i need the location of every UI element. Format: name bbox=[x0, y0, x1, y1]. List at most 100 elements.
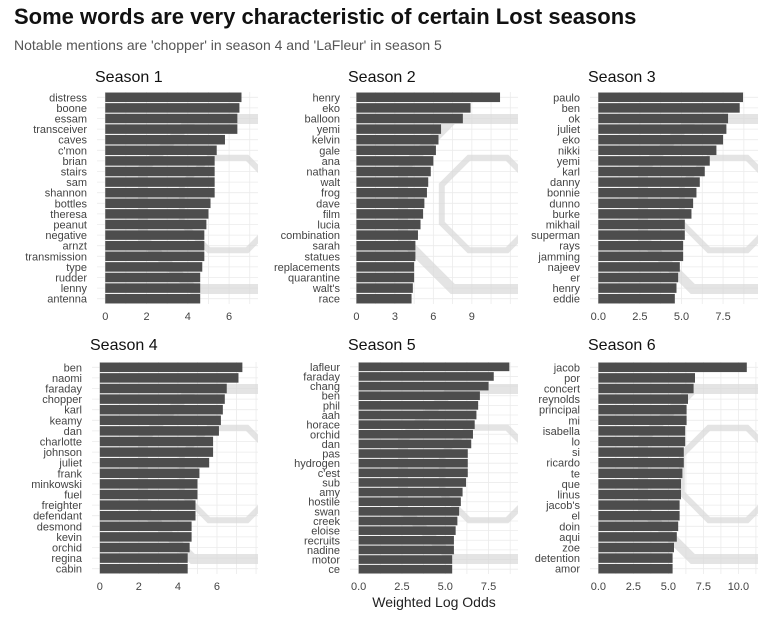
bar bbox=[99, 521, 192, 532]
category-label: brian bbox=[63, 156, 87, 168]
x-tick-label: 2 bbox=[143, 311, 149, 323]
bar bbox=[105, 124, 238, 134]
category-label: linus bbox=[557, 490, 580, 502]
bar bbox=[356, 145, 436, 156]
category-label: yemi bbox=[557, 156, 580, 168]
category-label: danny bbox=[550, 177, 580, 189]
bar bbox=[356, 124, 442, 134]
category-label: naomi bbox=[52, 373, 82, 385]
category-label: reynolds bbox=[538, 394, 580, 406]
bar bbox=[598, 251, 684, 262]
category-label: charlotte bbox=[40, 437, 82, 449]
bar bbox=[598, 373, 695, 383]
bar bbox=[358, 410, 477, 420]
category-label: jacob's bbox=[545, 500, 580, 512]
bar bbox=[358, 497, 461, 507]
category-label: detention bbox=[535, 553, 580, 565]
x-tick-label: 7.5 bbox=[715, 311, 730, 323]
category-label: bottles bbox=[55, 198, 88, 210]
bar bbox=[598, 510, 680, 521]
category-label: chopper bbox=[42, 394, 82, 406]
category-label: henry bbox=[312, 92, 340, 104]
bar bbox=[105, 293, 201, 304]
category-label: transceiver bbox=[33, 124, 87, 136]
category-label: kevin bbox=[56, 532, 82, 544]
category-label: replacements bbox=[274, 262, 341, 274]
bar bbox=[99, 532, 192, 542]
x-tick-label: 5.0 bbox=[438, 581, 453, 593]
category-label: nadine bbox=[307, 545, 340, 557]
bar bbox=[598, 103, 740, 113]
bar bbox=[598, 383, 694, 394]
panel-title: Season 4 bbox=[90, 337, 158, 354]
bar bbox=[358, 420, 475, 429]
category-label: zoe bbox=[562, 543, 580, 555]
bar bbox=[598, 404, 687, 415]
bar bbox=[358, 526, 456, 535]
category-label: antenna bbox=[47, 294, 88, 306]
bar bbox=[356, 134, 439, 145]
bar bbox=[356, 262, 415, 272]
category-label: distress bbox=[49, 92, 87, 104]
category-label: desmond bbox=[37, 521, 82, 533]
category-label: orchid bbox=[310, 429, 340, 441]
category-label: faraday bbox=[45, 384, 82, 396]
category-label: burke bbox=[552, 209, 580, 221]
bar bbox=[598, 124, 727, 134]
x-tick-label: 6 bbox=[226, 311, 232, 323]
bar bbox=[99, 373, 239, 383]
category-label: jamming bbox=[537, 251, 580, 263]
bar bbox=[358, 401, 479, 410]
category-label: peanut bbox=[53, 220, 87, 232]
category-label: principal bbox=[539, 405, 580, 417]
bar bbox=[99, 426, 219, 436]
bar bbox=[358, 449, 468, 458]
bar bbox=[598, 426, 686, 436]
x-tick-label: 0 bbox=[353, 311, 359, 323]
bar bbox=[356, 103, 471, 113]
bar bbox=[99, 553, 188, 563]
category-label: sub bbox=[322, 477, 340, 489]
category-label: quarantine bbox=[288, 273, 340, 285]
bar bbox=[356, 283, 413, 293]
bar bbox=[598, 166, 705, 177]
bar bbox=[99, 404, 223, 415]
watermark-inner-octagon bbox=[438, 154, 518, 254]
category-label: dave bbox=[316, 198, 340, 210]
category-label: que bbox=[562, 479, 580, 491]
bar bbox=[598, 156, 710, 166]
category-label: fuel bbox=[64, 490, 82, 502]
category-label: juliet bbox=[556, 124, 580, 136]
bar bbox=[105, 209, 209, 219]
x-tick-label: 3 bbox=[392, 311, 398, 323]
bar bbox=[356, 230, 418, 240]
category-label: frank bbox=[58, 468, 83, 480]
bar bbox=[358, 564, 453, 574]
chart-subtitle: Notable mentions are 'chopper' in season… bbox=[14, 37, 442, 53]
bar bbox=[356, 272, 415, 283]
category-label: isabella bbox=[543, 426, 581, 438]
bar bbox=[356, 187, 427, 198]
category-label: ben bbox=[322, 391, 340, 403]
bar bbox=[358, 439, 472, 449]
bar bbox=[99, 457, 210, 468]
category-label: henry bbox=[552, 283, 580, 295]
bar bbox=[105, 230, 205, 240]
bar bbox=[99, 415, 221, 426]
x-tick-label: 0 bbox=[97, 581, 103, 593]
category-label: theresa bbox=[50, 209, 88, 221]
bar bbox=[358, 535, 454, 545]
bar bbox=[99, 436, 214, 447]
category-label: concert bbox=[544, 384, 580, 396]
category-label: defendant bbox=[33, 511, 82, 523]
bar bbox=[598, 283, 677, 293]
x-tick-label: 4 bbox=[185, 311, 191, 323]
bar bbox=[358, 391, 480, 401]
bar bbox=[358, 487, 463, 497]
category-label: film bbox=[323, 209, 340, 221]
bar bbox=[105, 198, 211, 209]
bar bbox=[598, 219, 685, 230]
bar bbox=[598, 145, 717, 156]
